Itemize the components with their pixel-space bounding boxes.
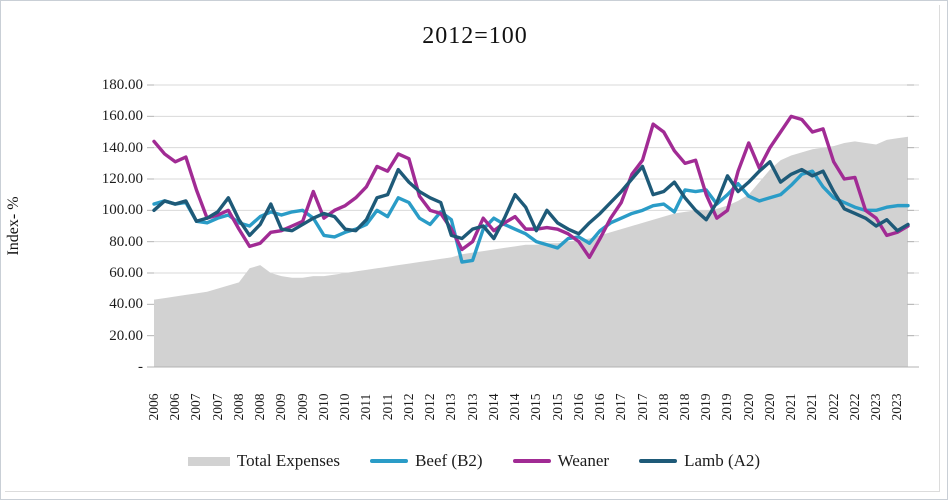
line-swatch-icon xyxy=(639,459,678,463)
x-tick-label: 2008 xyxy=(230,393,246,421)
x-tick-label: 2016 xyxy=(592,393,608,421)
legend-label: Weaner xyxy=(557,451,610,470)
legend-item-total-expenses: Total Expenses xyxy=(187,451,341,471)
y-tick-label: 60.00 xyxy=(109,265,143,281)
x-tick-label: 2019 xyxy=(719,393,735,421)
x-tick-label: 2017 xyxy=(634,393,650,421)
legend-item-weaner: Weaner xyxy=(512,451,610,471)
x-tick-label: 2014 xyxy=(507,393,523,421)
x-tick-label: 2022 xyxy=(825,393,841,421)
x-tick-label: 2020 xyxy=(761,393,777,421)
line-swatch-icon xyxy=(512,459,551,463)
y-tick-label: 160.00 xyxy=(101,108,143,125)
x-tick-label: 2021 xyxy=(783,393,799,421)
x-tick-label: 2007 xyxy=(188,393,204,421)
x-tick-label: 2006 xyxy=(146,393,161,421)
x-tick-label: 2017 xyxy=(613,393,629,421)
y-tick-label: 120.00 xyxy=(101,171,143,187)
x-tick-label: 2023 xyxy=(889,393,905,421)
y-tick-label: - xyxy=(138,359,143,375)
x-tick-label: 2022 xyxy=(846,393,862,421)
area-swatch-icon xyxy=(187,456,230,466)
x-tick-label: 2023 xyxy=(868,393,884,421)
x-tick-label: 2011 xyxy=(358,393,374,421)
line-swatch-icon xyxy=(370,459,409,463)
y-tick-label: 20.00 xyxy=(109,327,143,344)
legend-label: Total Expenses xyxy=(236,451,341,470)
chart-title: 2012=100 xyxy=(422,23,528,49)
y-tick-label: 100.00 xyxy=(101,202,143,219)
series-line-lamb-a2- xyxy=(152,160,910,241)
x-tick-label: 2016 xyxy=(570,393,586,421)
legend: Total Expenses Beef (B2) Weaner Lamb (A2… xyxy=(1,451,947,471)
x-tick-label: 2015 xyxy=(528,393,544,421)
series-line-beef-b2- xyxy=(152,169,910,264)
x-tick-label: 2009 xyxy=(294,393,310,421)
x-tick-label: 2021 xyxy=(804,393,820,421)
x-tick-label: 2019 xyxy=(698,393,714,421)
chart-inner-frame xyxy=(5,5,940,492)
x-tick-label: 2008 xyxy=(252,393,268,421)
y-tick-label: 180.00 xyxy=(101,77,143,93)
legend-label: Beef (B2) xyxy=(415,451,483,470)
series-line-weaner xyxy=(152,114,910,260)
x-tick-label: 2010 xyxy=(337,393,353,421)
y-tick-label: 40.00 xyxy=(109,296,143,313)
series-area-total-expenses xyxy=(154,136,908,367)
y-tick-label: 140.00 xyxy=(101,139,143,156)
x-tick-label: 2007 xyxy=(209,393,225,421)
legend-item-beef: Beef (B2) xyxy=(370,451,483,471)
x-tick-label: 2013 xyxy=(443,393,459,421)
y-tick-label: 80.00 xyxy=(109,233,143,250)
x-tick-label: 2015 xyxy=(549,393,565,421)
x-tick-label: 2012 xyxy=(422,393,438,421)
x-tick-label: 2020 xyxy=(740,393,756,421)
x-tick-label: 2012 xyxy=(400,393,416,421)
x-tick-label: 2009 xyxy=(273,393,289,421)
x-tick-label: 2018 xyxy=(676,393,692,421)
x-tick-label: 2013 xyxy=(464,393,480,421)
x-tick-label: 2018 xyxy=(655,393,671,421)
legend-label: Lamb (A2) xyxy=(684,451,761,470)
legend-item-lamb: Lamb (A2) xyxy=(639,451,760,471)
x-tick-label: 2006 xyxy=(167,393,183,421)
x-tick-label: 2010 xyxy=(315,393,331,421)
x-tick-label: 2011 xyxy=(379,393,395,421)
x-tick-label: 2014 xyxy=(485,393,501,421)
